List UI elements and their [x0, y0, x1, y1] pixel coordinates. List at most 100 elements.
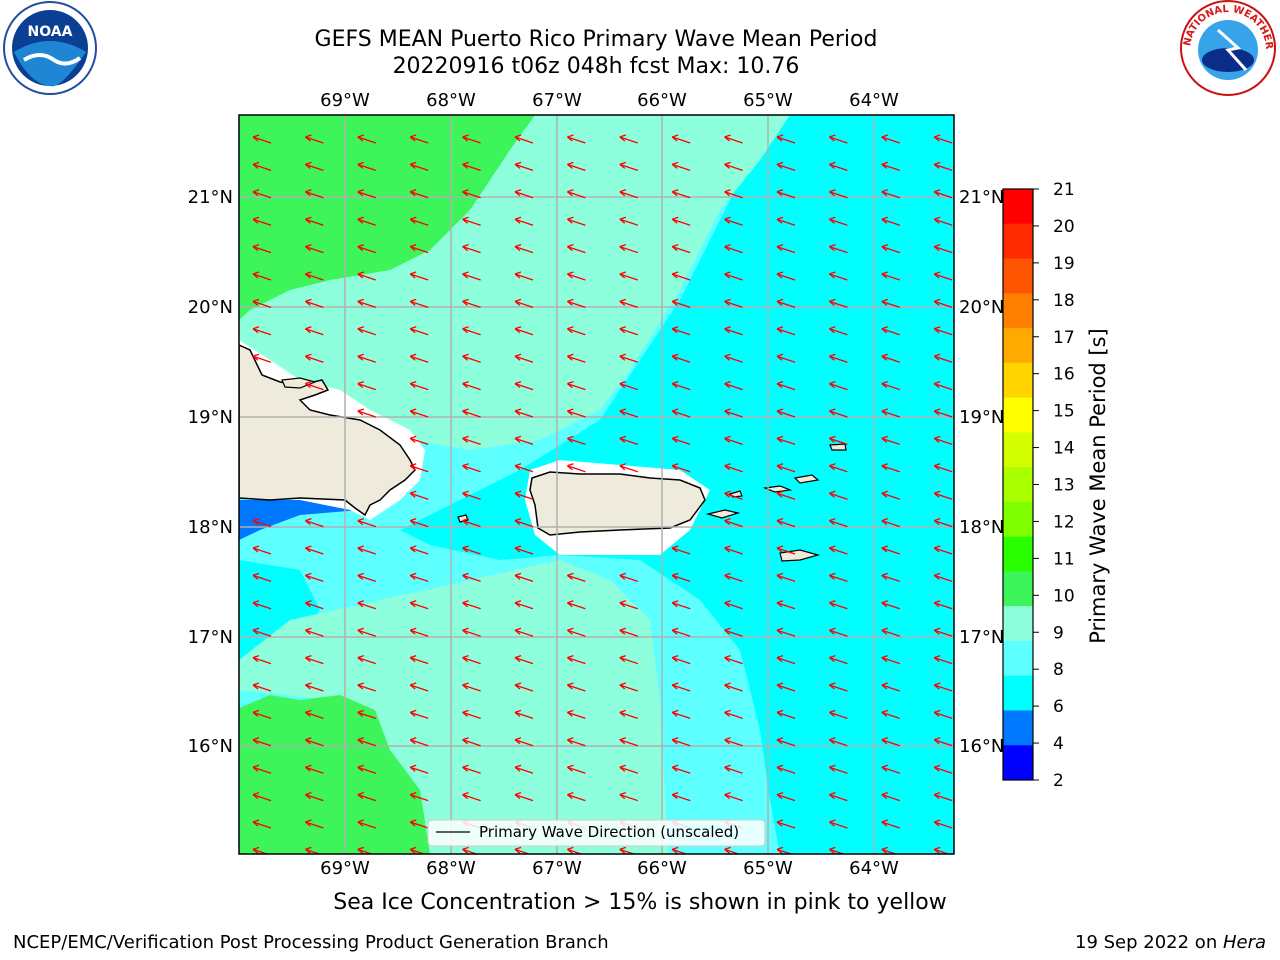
wave-arrow-head	[409, 380, 417, 389]
wave-arrow-head	[619, 654, 627, 663]
wave-arrow	[776, 492, 796, 500]
wave-arrow-head	[252, 353, 260, 361]
wave-arrow-head	[409, 682, 417, 690]
wave-arrow	[252, 711, 272, 720]
colorbar: 21 20 19 18 17 16 15 14 13 12 11 10 9 8 6 4 2	[1002, 180, 1075, 791]
wave-arrow-head	[828, 627, 836, 635]
wave-arrow	[933, 437, 953, 446]
wave-arrow-head	[409, 189, 417, 197]
wave-arrow	[567, 656, 586, 665]
wave-arrow-head	[304, 189, 312, 197]
wave-arrow-head	[252, 243, 260, 252]
wave-arrow-head	[724, 490, 731, 498]
lon-label-top: 64°W	[849, 90, 899, 111]
wave-arrow	[776, 163, 796, 172]
lon-label-bottom: 65°W	[743, 858, 793, 879]
wave-arrow-head	[462, 463, 469, 471]
wave-arrow	[619, 793, 639, 802]
wave-arrow-head	[724, 654, 731, 663]
wave-arrow-head	[409, 298, 417, 306]
wave-arrow	[514, 492, 534, 500]
wave-arrow-head	[881, 490, 889, 498]
wave-arrow	[514, 711, 534, 720]
wave-arrow-head	[776, 326, 784, 334]
colorbar-tick-label: 9	[1053, 623, 1064, 643]
wave-arrow	[305, 766, 324, 774]
footer-date: 19 Sep 2022 on Hera	[1075, 932, 1266, 953]
wave-arrow-head	[409, 791, 417, 800]
wave-arrow-head	[462, 134, 469, 142]
wave-arrow-head	[304, 243, 312, 252]
wave-arrow-head	[671, 682, 679, 690]
lon-labels-bottom: 69°W 68°W 67°W 66°W 65°W 64°W	[320, 858, 899, 879]
wave-arrow-head	[357, 298, 365, 306]
wave-arrow	[514, 547, 534, 555]
wave-arrow-head	[828, 572, 836, 580]
wave-arrow-head	[409, 243, 417, 252]
wave-arrow	[933, 684, 953, 692]
wave-arrow	[829, 793, 848, 802]
wave-arrow-head	[462, 243, 469, 252]
wave-arrow	[881, 766, 901, 774]
wave-arrow	[357, 382, 377, 391]
wave-arrow-head	[514, 298, 522, 306]
sea-ice-note: Sea Ice Concentration > 15% is shown in …	[333, 890, 947, 915]
wave-arrow-head	[462, 737, 469, 745]
wave-arrow	[776, 273, 796, 281]
wave-arrow	[671, 574, 691, 583]
wave-arrow	[881, 382, 901, 391]
wave-arrow-head	[357, 161, 365, 169]
wave-arrow-head	[671, 791, 679, 800]
wave-arrow-head	[828, 380, 836, 389]
wave-arrow	[514, 300, 534, 309]
wave-arrow	[514, 465, 534, 473]
colorbar-swatch	[1003, 362, 1033, 399]
lon-label-bottom: 69°W	[320, 858, 370, 879]
colorbar-swatch	[1003, 189, 1033, 225]
wave-arrow-head	[462, 435, 469, 443]
wave-arrow	[305, 163, 324, 172]
wave-arrow	[409, 163, 429, 172]
wave-arrow	[724, 793, 743, 802]
wave-arrow-head	[357, 791, 365, 800]
wave-arrow	[462, 684, 481, 692]
wave-arrow-head	[671, 380, 679, 389]
wave-arrow	[933, 245, 953, 254]
wave-arrow-head	[462, 846, 469, 854]
wave-arrow-head	[462, 271, 469, 279]
wave-arrow	[567, 793, 586, 802]
wave-arrow	[305, 328, 324, 336]
wave-arrow	[881, 163, 901, 172]
wave-arrow-head	[776, 572, 784, 580]
wave-arrow-head	[881, 435, 889, 443]
lat-labels-right: 21°N 20°N 19°N 18°N 17°N 16°N	[959, 187, 1004, 757]
wave-arrow-head	[514, 271, 522, 279]
wave-arrow	[933, 629, 953, 637]
wave-arrow-head	[252, 819, 260, 827]
wave-arrow-head	[881, 600, 889, 608]
wave-arrow-head	[828, 517, 836, 526]
wave-arrow	[357, 355, 377, 363]
wave-arrow	[829, 245, 848, 254]
wave-arrow	[409, 355, 429, 363]
wave-arrow-head	[828, 600, 836, 608]
wave-arrow-head	[828, 189, 836, 197]
wave-arrow-head	[671, 572, 679, 580]
colorbar-swatch	[1003, 501, 1033, 538]
wave-arrow	[252, 684, 272, 692]
wave-arrow-head	[776, 846, 784, 854]
wave-arrow	[671, 245, 691, 254]
lat-label-left: 20°N	[188, 297, 233, 318]
wave-arrow-head	[619, 791, 627, 800]
wave-arrow	[724, 656, 743, 665]
wave-arrow-head	[671, 189, 679, 197]
svg-text:NATIONAL WEATHER SERVICE: NATIONAL WEATHER SERVICE	[0, 0, 1274, 50]
wave-arrow	[776, 547, 796, 555]
wave-arrow-head	[462, 517, 469, 526]
wave-arrow	[829, 410, 848, 418]
wave-arrow-head	[462, 161, 469, 169]
wave-arrow	[252, 574, 272, 583]
wave-arrow-head	[776, 627, 784, 635]
wave-arrow-head	[724, 545, 731, 553]
